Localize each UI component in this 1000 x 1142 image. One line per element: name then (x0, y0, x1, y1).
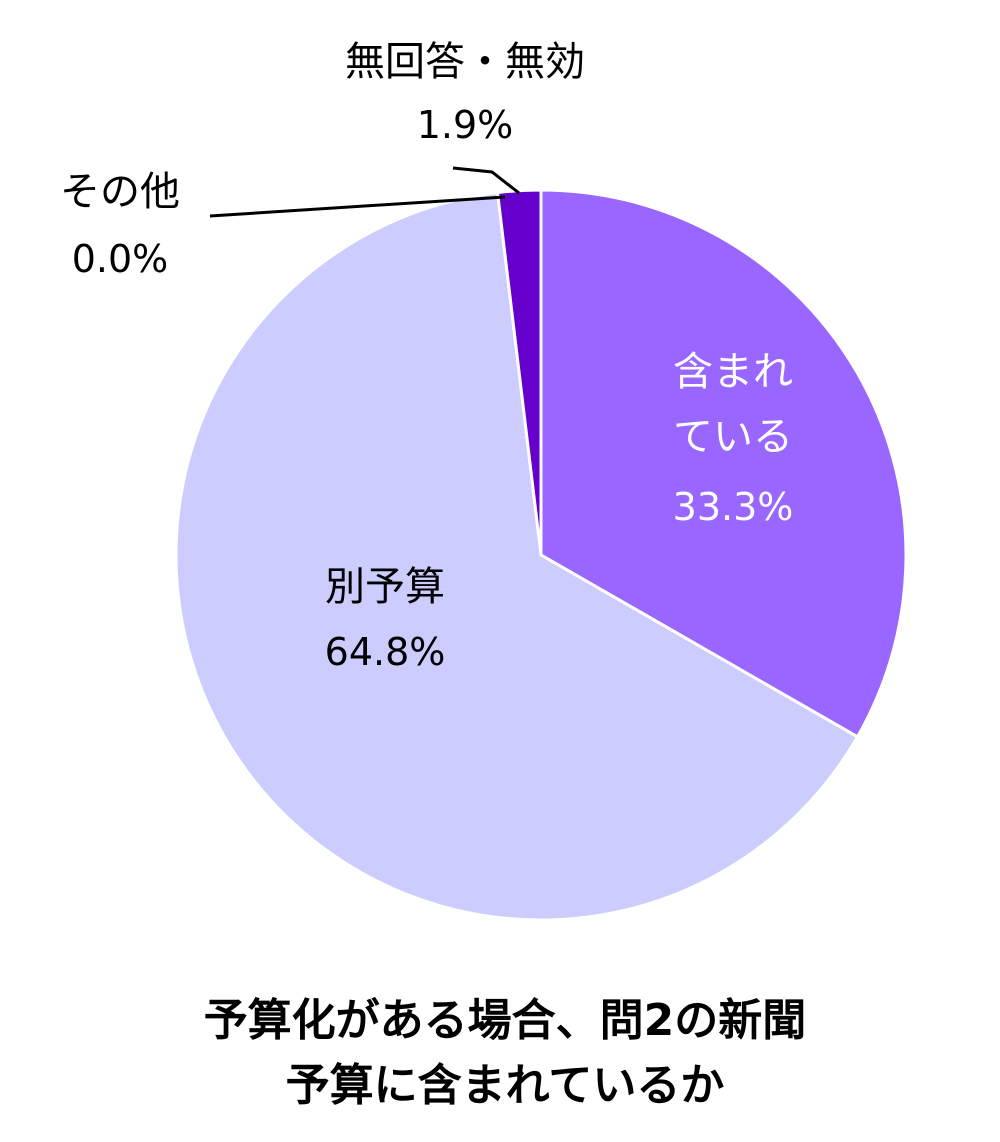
leader-line-2 (209, 195, 506, 218)
slice-label-2-line-0: その他 (60, 169, 180, 215)
slice-value-1: 64.8% (325, 630, 446, 674)
slice-label-0-line-1: ている (673, 414, 793, 460)
pie-slices (174, 188, 908, 922)
slice-value-0: 33.3% (673, 485, 794, 529)
slice-labels: 含まれている 33.3% 別予算 64.8% その他 0.0% 無回答・無効 1.9% (60, 39, 793, 674)
slice-label-3-line-0: 無回答・無効 (345, 39, 585, 85)
pie-slice-1 (174, 190, 860, 922)
chart-caption: 予算化がある場合、問2の新聞 予算に含まれているか (204, 995, 807, 1111)
leader-lines (209, 166, 520, 218)
pie-slice-0 (539, 188, 908, 739)
slice-label-0-line-0: 含まれ (673, 349, 793, 395)
slice-value-3: 1.9% (417, 103, 514, 147)
chart-caption-line-2: 予算に含まれているか (286, 1060, 725, 1111)
slice-label-1-line-0: 別予算 (325, 564, 445, 610)
chart-caption-line-1: 予算化がある場合、問2の新聞 (204, 995, 807, 1046)
leader-line-3 (452, 166, 520, 195)
pie-slice-3 (495, 188, 543, 556)
slice-value-2: 0.0% (72, 237, 169, 281)
